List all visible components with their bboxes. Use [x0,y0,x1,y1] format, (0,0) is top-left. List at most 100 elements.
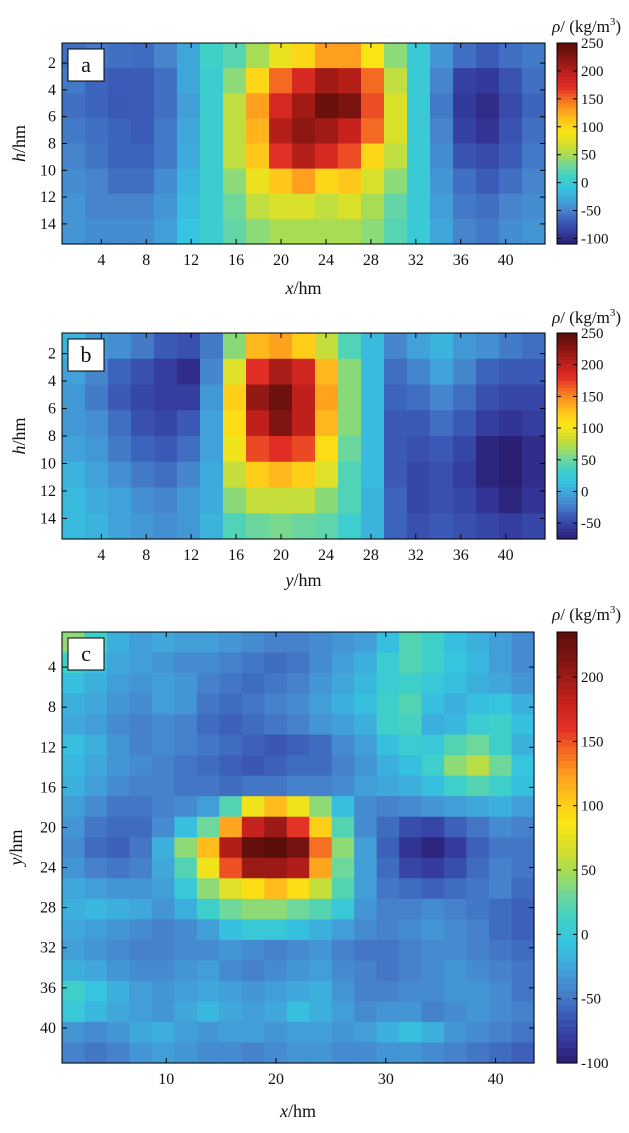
x-axis-var: y [283,570,293,590]
heatmap-cell [407,93,431,119]
colorbar-swatch [557,535,577,540]
heatmap-cell [177,193,201,220]
heatmap-cell [453,43,477,69]
heatmap-cell [361,461,385,489]
colorbar-swatch [557,133,577,138]
colorbar-swatch [557,490,577,495]
heatmap-cell [108,143,132,170]
colorbar-swatch [557,912,577,920]
heatmap-cell [264,755,288,777]
heatmap-cell [292,43,316,69]
panel-label: b [67,338,105,372]
x-axis-label: x/hm [279,1101,316,1121]
heatmap-cell [421,837,445,859]
colorbar-swatch [557,233,577,238]
heatmap-cell [85,218,109,245]
heatmap-cell [264,796,288,818]
y-tick-label: 14 [40,216,56,233]
heatmap-cell [196,857,220,879]
heatmap-cell [177,43,201,69]
heatmap-cell [246,358,270,386]
heatmap-cell [453,68,477,94]
heatmap-cell [196,775,220,797]
heatmap-cell [466,1001,490,1023]
heatmap-cell [384,193,408,220]
heatmap-cell [489,898,513,920]
heatmap-cell [151,837,175,859]
heatmap-cell [129,755,153,777]
heatmap-cell [269,436,293,463]
heatmap-cell [264,693,288,715]
heatmap-cell [286,1042,310,1064]
heatmap-cell [151,960,175,982]
colorbar-swatch [557,494,577,499]
heatmap-cell [292,461,316,489]
heatmap-cell [309,632,333,654]
heatmap-cell [361,333,385,360]
heatmap-cell [108,513,132,540]
heatmap-cell [264,837,288,859]
colorbar-swatch [557,525,577,530]
heatmap-cell [489,714,513,736]
heatmap-cell [200,513,224,540]
x-tick-label: 32 [408,547,424,564]
colorbar-swatch [557,470,577,475]
heatmap-cell [292,384,316,411]
heatmap-cell [84,693,108,715]
heatmap-cell [84,775,108,797]
heatmap-cell [286,755,310,777]
heatmap-cell [223,384,247,411]
heatmap-cell [421,1042,445,1064]
heatmap-cell [129,939,153,961]
y-tick-label: 8 [48,699,56,716]
heatmap-cell [466,714,490,736]
heatmap-cell [196,1042,220,1064]
heatmap-cell [241,898,265,920]
heatmap-cells [62,43,546,245]
heatmap-cell [331,878,355,900]
heatmap-cell [84,1021,108,1044]
y-axis-var: h [9,446,29,455]
heatmap-cell [108,436,132,463]
colorbar-swatch [557,442,577,447]
heatmap-cell [331,755,355,777]
heatmap-cell [131,118,155,145]
heatmap-cell [177,333,201,360]
colorbar-swatch [557,213,577,218]
colorbar-title-exp: 3 [610,307,616,319]
colorbar-swatch [557,473,577,478]
heatmap-cell [246,333,270,360]
x-tick-label: 40 [498,252,514,269]
panel-b: 4 8 12 16 20 24 28 32 36 402468101214by/hmh/hm250… [9,307,621,590]
colorbar-swatch [557,811,577,820]
heatmap-cell [522,68,546,94]
heatmap-cell [376,652,400,674]
colorbar-swatch [557,422,577,427]
heatmap-cell [129,796,153,818]
heatmap-cell [246,487,270,514]
colorbar-swatch [557,955,577,964]
heatmap-cell [453,143,477,170]
heatmap-cell [129,837,153,859]
heatmap-cell [62,939,86,961]
heatmap-cell [354,673,378,695]
heatmap-cell [489,857,513,879]
heatmap-cell [511,693,535,715]
heatmap-cell [269,513,293,540]
colorbar-swatch [557,405,577,410]
colorbar-swatch [557,883,577,892]
heatmap-cell [476,333,500,360]
colorbar-swatch [557,210,577,215]
heatmap-cell [174,898,198,920]
heatmap-cell [177,118,201,145]
colorbar-swatch [557,466,577,471]
heatmap-cell [453,410,477,437]
heatmap-cell [269,193,293,220]
heatmap-cell [286,837,310,859]
colorbar-swatch [557,370,577,375]
heatmap-cell [241,1042,265,1064]
heatmap-cell [309,837,333,859]
colorbar-swatch [557,460,577,465]
heatmap-cell [241,919,265,941]
heatmap-cell [241,857,265,879]
